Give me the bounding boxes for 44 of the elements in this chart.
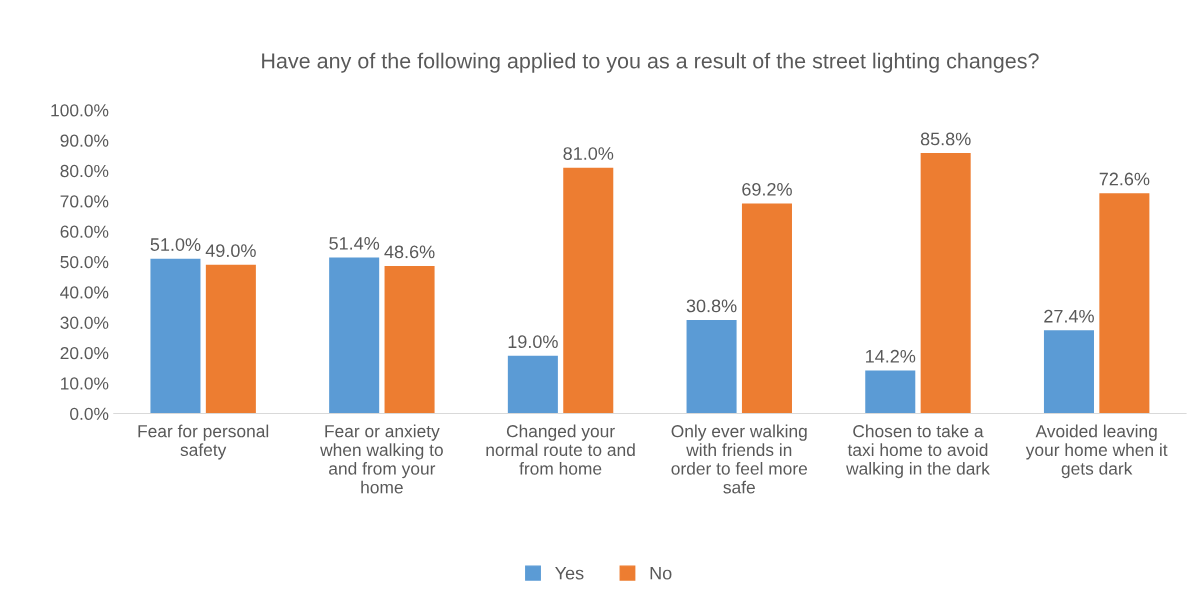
y-tick-label: 0.0% <box>70 407 109 420</box>
x-tick-label: Avoided leaving your home when it gets dark <box>1025 424 1168 479</box>
x-tick-label: Chosen to take a taxi home to avoid walking in the dark <box>846 424 990 479</box>
data-label: 72.6% <box>1099 172 1150 186</box>
y-tick-label: 100.0% <box>51 104 109 117</box>
y-tick-label: 60.0% <box>60 225 109 238</box>
data-label: 14.2% <box>866 349 916 363</box>
bar <box>865 370 916 414</box>
y-tick-label: 50.0% <box>60 255 109 269</box>
y-tick-label: 70.0% <box>60 195 109 208</box>
bar <box>150 258 201 414</box>
bar <box>1099 193 1150 414</box>
data-label: 27.4% <box>1044 309 1094 323</box>
x-tick-label: Fear for personal safety <box>138 424 269 460</box>
y-tick-label: 20.0% <box>60 346 109 360</box>
bar <box>920 153 971 414</box>
y-tick-label: 80.0% <box>60 164 109 178</box>
bar <box>507 355 558 414</box>
data-label: 69.2% <box>742 182 792 196</box>
legend-label: No <box>650 566 672 580</box>
bar <box>1043 330 1094 414</box>
data-label: 51.0% <box>150 238 201 251</box>
data-label: 30.8% <box>686 299 737 313</box>
x-tick-label: Changed your normal route to and from home <box>486 424 635 475</box>
y-tick-label: 10.0% <box>61 377 109 390</box>
x-tick-label: Only ever walking with friends in order to feel more safe <box>671 424 808 494</box>
data-label: 49.0% <box>205 244 256 258</box>
data-label: 19.0% <box>508 335 558 349</box>
bar <box>686 320 737 414</box>
chart-title: Have any of the following applied to you as a result of the street lighting changes? <box>262 52 1039 73</box>
bar <box>741 203 792 414</box>
data-label: 81.0% <box>563 147 614 160</box>
bar <box>205 264 256 414</box>
y-tick-label: 40.0% <box>60 286 109 299</box>
bar <box>563 167 614 414</box>
x-tick-label: Fear or anxiety when walking to and from your home <box>320 424 443 494</box>
data-label: 48.6% <box>384 245 435 259</box>
legend-label: Yes <box>555 566 584 580</box>
data-label: 85.8% <box>920 132 971 146</box>
y-tick-label: 90.0% <box>60 134 109 147</box>
bar <box>329 257 380 414</box>
y-tick-label: 30.0% <box>60 316 109 329</box>
data-label: 51.4% <box>329 237 380 250</box>
bar <box>384 265 435 414</box>
